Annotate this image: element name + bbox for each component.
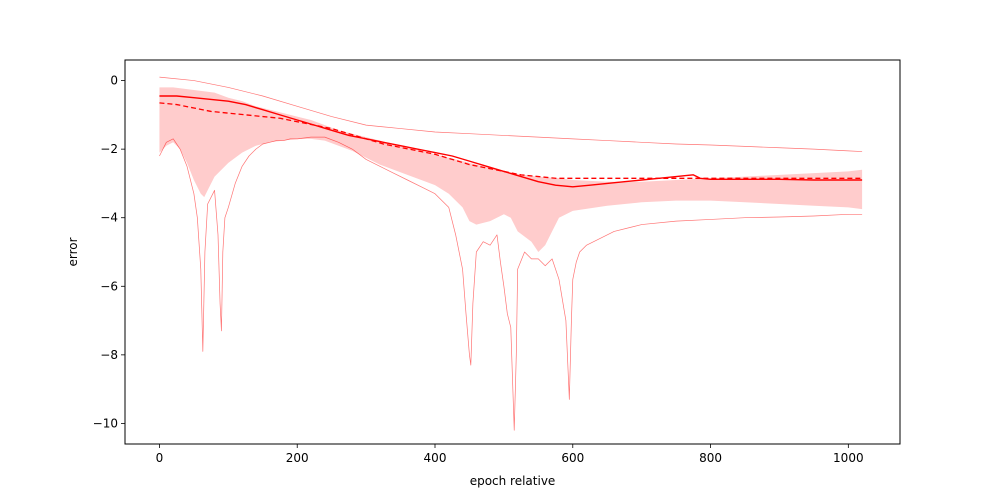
series-max-line [159, 76, 863, 152]
y-tick-label: −6 [100, 279, 118, 293]
x-tick-label: 0 [156, 451, 164, 465]
series-band [159, 87, 863, 253]
x-tick-label: 600 [561, 451, 584, 465]
series-solid-line [159, 95, 863, 188]
y-axis-label: error [66, 237, 80, 266]
series-dashed-line [159, 102, 863, 179]
y-tick-label: −4 [100, 211, 118, 225]
x-tick-label: 1000 [833, 451, 864, 465]
y-tick-label: −10 [93, 416, 118, 430]
x-axis: 0 200 400 600 800 1000 [156, 444, 864, 465]
y-axis: 0 −2 −4 −6 −8 −10 [93, 74, 125, 430]
plot-area [159, 76, 863, 431]
x-tick-label: 800 [699, 451, 722, 465]
series-min-line [159, 136, 863, 431]
plot-frame [124, 59, 901, 445]
y-tick-label: 0 [110, 74, 118, 88]
y-tick-label: −2 [100, 142, 118, 156]
x-axis-label: epoch relative [470, 474, 556, 488]
x-tick-label: 200 [286, 451, 309, 465]
x-tick-label: 400 [424, 451, 447, 465]
y-tick-label: −8 [100, 348, 118, 362]
